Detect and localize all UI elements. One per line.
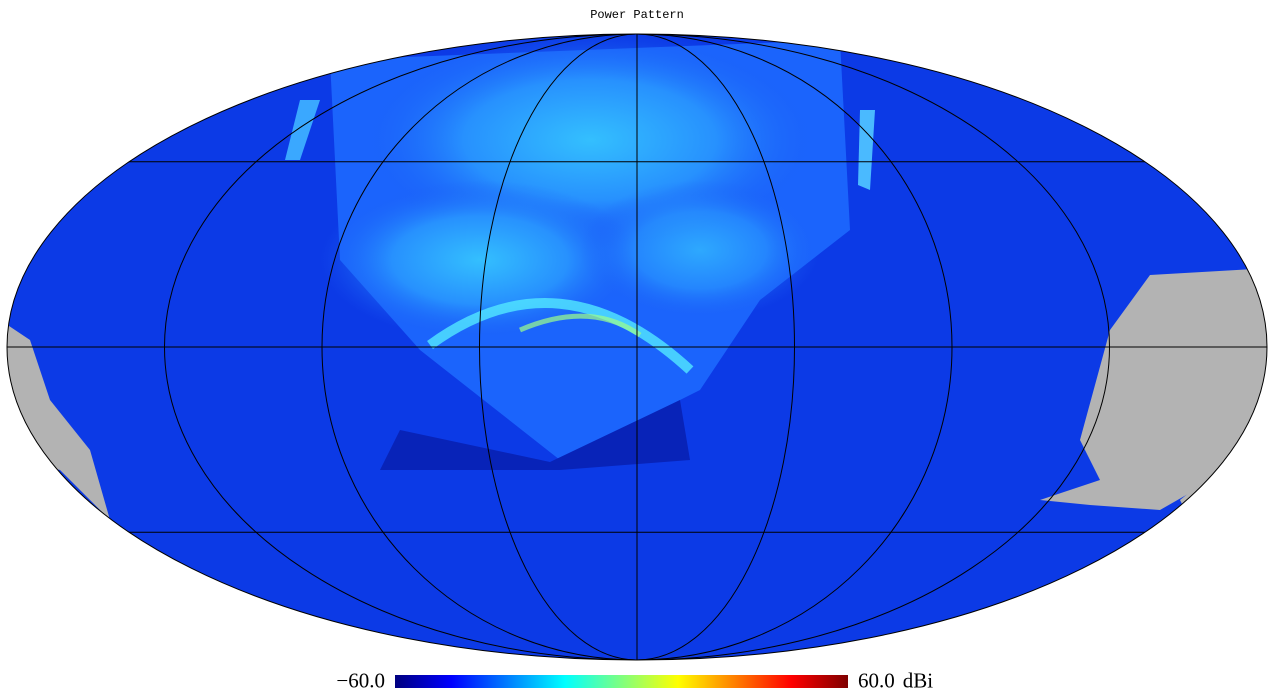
colorbar-tick-label: −60.0 xyxy=(336,668,385,692)
colorbar-tick-label: 60.0 xyxy=(858,668,895,692)
graticule xyxy=(7,34,1267,660)
colorbar-unit: dBi xyxy=(903,668,934,692)
map-outline xyxy=(6,33,1268,661)
chart-title: Power Pattern xyxy=(590,8,684,22)
colorbar xyxy=(395,675,848,688)
